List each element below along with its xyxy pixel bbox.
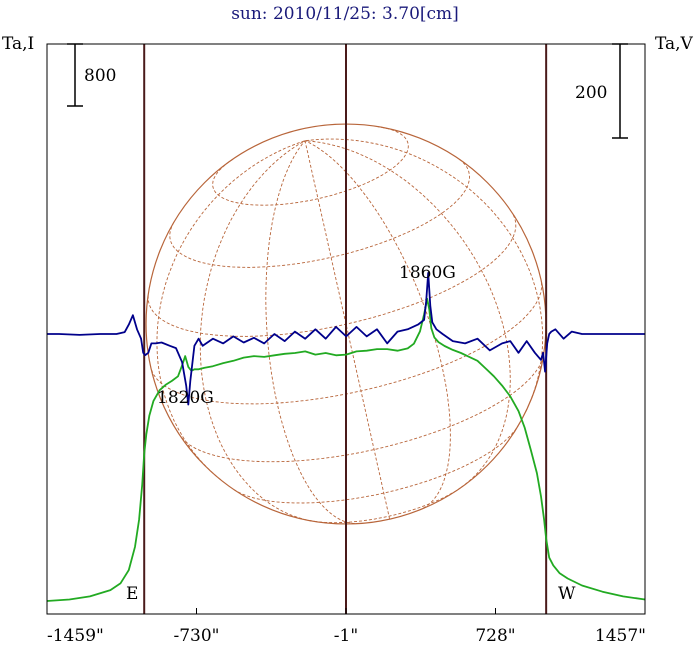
parallel-line-4-0 <box>147 213 517 337</box>
meridian-line-2 <box>265 140 360 525</box>
meridian-line-3 <box>304 140 391 520</box>
meridian-line-5 <box>304 140 511 488</box>
left-scale-label: 800 <box>84 66 116 86</box>
left-axis-label: Ta,I <box>2 34 34 54</box>
reference-lines <box>143 44 548 614</box>
chart-title: sun: 2010/11/25: 3.70[cm] <box>231 4 459 24</box>
data-series <box>46 271 646 602</box>
right-scale-bar <box>612 43 628 139</box>
parallel-line-0-0 <box>309 485 464 524</box>
x-tick-label-4: 1457" <box>595 626 646 646</box>
x-tick-label-0: -1459" <box>47 626 104 646</box>
x-axis-ticks: -1459" -730" -1" 728" 1457" <box>46 608 646 646</box>
left-scale-bar <box>67 43 83 107</box>
parallel-line-5-0 <box>169 158 470 268</box>
parallel-line-1-0 <box>233 425 519 504</box>
x-tick-label-1: -730" <box>173 626 219 646</box>
x-tick-label-2: -1" <box>334 626 358 646</box>
series-polarization-line <box>47 271 645 406</box>
right-axis-label: Ta,V <box>655 34 694 54</box>
meridian-line-4 <box>304 140 451 511</box>
east-limb-label: E <box>126 584 138 604</box>
annotation-1860g: 1860G <box>399 263 456 283</box>
meridian-line-0 <box>156 140 306 481</box>
annotation-1820g: 1820G <box>157 388 214 408</box>
series-intensity-line <box>46 297 646 602</box>
right-scale-label: 200 <box>575 83 607 103</box>
parallel-line-2-0 <box>181 357 544 463</box>
meridian-line-1 <box>199 140 312 522</box>
parallel-line-6-0 <box>212 126 409 206</box>
west-limb-label: W <box>558 584 576 604</box>
x-tick-label-3: 728" <box>475 626 515 646</box>
meridian-line-6 <box>304 138 544 412</box>
